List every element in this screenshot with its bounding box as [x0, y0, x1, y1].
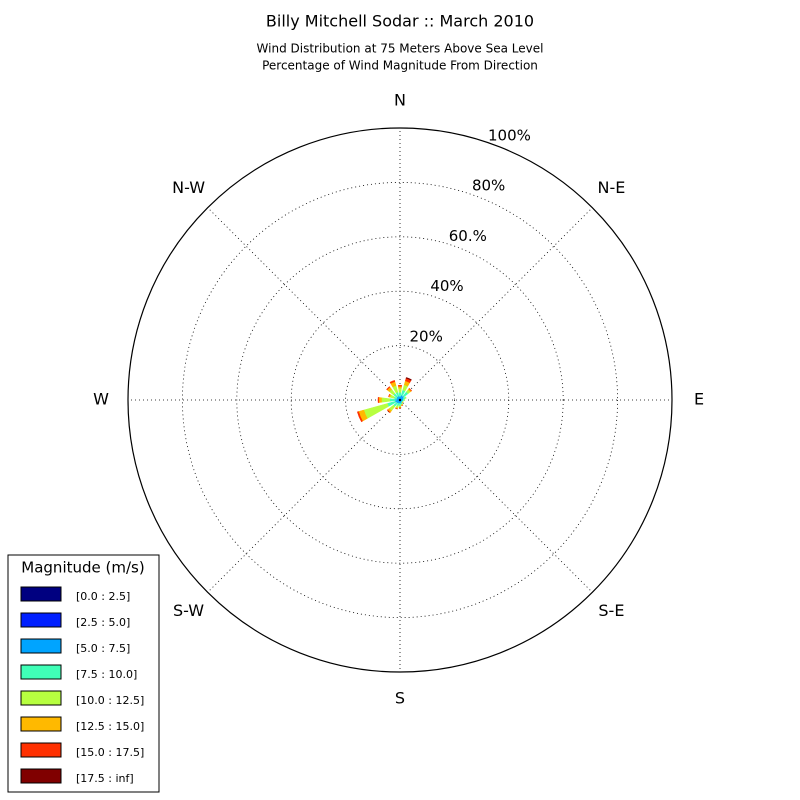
wedge: [389, 380, 396, 384]
radial-tick-label: 100%: [488, 126, 531, 144]
legend-label: [17.5 : inf]: [76, 772, 134, 785]
direction-label: N: [394, 91, 406, 110]
radial-tick-label: 60.%: [449, 227, 487, 245]
wedge: [356, 411, 363, 423]
direction-label: N-E: [597, 178, 625, 197]
wedge: [401, 404, 404, 407]
wedge: [398, 388, 402, 393]
direction-label: S-W: [173, 601, 204, 620]
legend-swatch: [20, 612, 62, 628]
wedge: [386, 409, 391, 414]
radial-tick-label: 40%: [430, 277, 463, 295]
legend-swatch: [20, 638, 62, 654]
chart-subtitle: Wind Distribution at 75 Meters Above Sea…: [257, 42, 544, 56]
direction-label: W: [93, 390, 109, 409]
legend-label: [2.5 : 5.0]: [76, 616, 130, 629]
angular-grid-line: [207, 399, 401, 593]
legend-swatch: [20, 716, 62, 732]
wedge: [408, 387, 413, 392]
legend-swatch: [20, 690, 62, 706]
radial-tick-label: 80%: [472, 177, 505, 195]
wedge: [378, 397, 382, 403]
direction-label: N-W: [172, 178, 205, 197]
polar-frame: [127, 127, 673, 673]
wedge: [397, 385, 403, 387]
radial-grid-line: [181, 181, 619, 619]
wedge: [398, 392, 402, 397]
radial-grid-line: [236, 236, 564, 564]
wedge: [402, 400, 404, 403]
angular-grid-line: [399, 207, 593, 401]
chart-title: Billy Mitchell Sodar :: March 2010: [266, 12, 534, 31]
wedge: [404, 399, 406, 401]
legend-swatch: [20, 586, 62, 602]
wedge: [388, 393, 391, 398]
radial-grid-line: [345, 345, 455, 455]
wedge: [394, 407, 398, 410]
legend-swatch: [20, 768, 62, 784]
angular-grid-line: [399, 399, 593, 593]
legend-label: [15.0 : 17.5]: [76, 746, 144, 759]
direction-label: E: [694, 390, 704, 409]
chart-subtitle: Percentage of Wind Magnitude From Direct…: [262, 59, 538, 73]
wedge: [386, 386, 391, 391]
direction-label: S: [395, 689, 405, 708]
legend-label: [7.5 : 10.0]: [76, 668, 137, 681]
legend-label: [0.0 : 2.5]: [76, 590, 130, 603]
radial-tick-label: 20%: [410, 327, 443, 345]
wedge: [363, 403, 389, 419]
legend-label: [12.5 : 15.0]: [76, 720, 144, 733]
legend-swatch: [20, 742, 62, 758]
wedge: [405, 377, 412, 381]
radial-grid-line: [290, 290, 510, 510]
wedge: [389, 398, 396, 402]
center-dot: [398, 398, 402, 402]
wedge: [399, 403, 401, 406]
legend-swatch: [20, 664, 62, 680]
direction-label: S-E: [598, 601, 624, 620]
wedge: [381, 397, 391, 403]
wedge: [404, 396, 407, 399]
wedge: [401, 401, 404, 404]
wedge: [377, 397, 380, 403]
wedge: [398, 385, 402, 389]
angular-grid-line: [207, 207, 401, 401]
legend-title: Magnitude (m/s): [21, 559, 144, 577]
legend-label: [5.0 : 7.5]: [76, 642, 130, 655]
legend-label: [10.0 : 12.5]: [76, 694, 144, 707]
